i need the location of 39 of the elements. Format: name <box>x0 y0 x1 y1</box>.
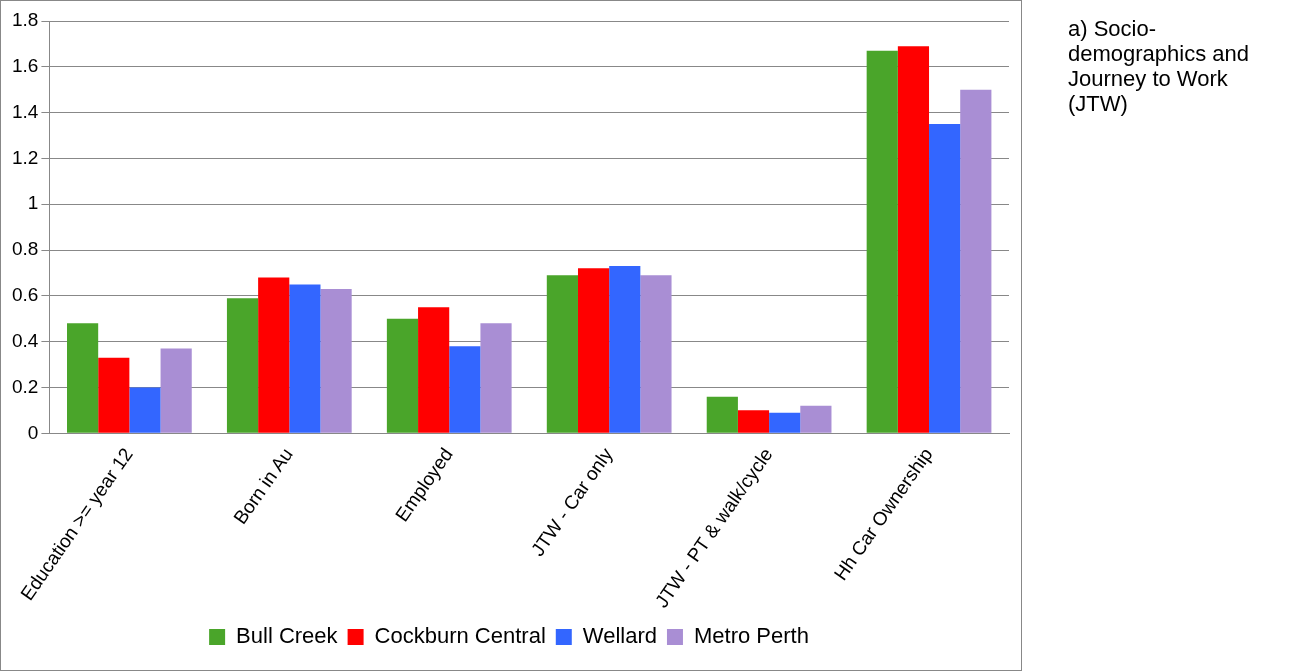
bar <box>226 298 259 433</box>
legend-label: Bull Creek <box>236 623 339 649</box>
bar <box>418 307 450 433</box>
bar <box>897 46 930 433</box>
bar <box>449 346 481 433</box>
bar <box>737 410 770 433</box>
bar <box>609 266 641 433</box>
bar <box>386 318 419 433</box>
y-tick-label: 0.6 <box>11 284 39 306</box>
bar <box>320 288 352 433</box>
bar <box>480 323 512 433</box>
bar <box>546 275 578 433</box>
bar <box>67 323 99 433</box>
bar <box>640 275 672 433</box>
y-tick-label: 1.8 <box>11 9 39 31</box>
bar <box>800 405 832 433</box>
bar <box>258 277 290 433</box>
bar <box>98 357 130 433</box>
y-tick-label: 1.2 <box>11 146 39 168</box>
text: a) Socio-demographics and Journey to Work (JTW) <box>1068 16 1250 116</box>
bar <box>866 50 898 433</box>
y-tick-label: 0.4 <box>11 329 39 351</box>
y-tick-label: 1.6 <box>11 55 39 77</box>
y-tick-label: 0.2 <box>11 375 39 397</box>
y-tick-label: 1.4 <box>11 100 39 122</box>
legend-label: Wellard <box>582 623 657 649</box>
bar <box>960 89 992 433</box>
bar <box>289 284 321 433</box>
bar <box>706 396 738 433</box>
legend-label: Metro Perth <box>693 623 809 649</box>
legend-label: Cockburn Central <box>374 623 546 649</box>
y-tick-label: 0 <box>27 421 39 443</box>
bar <box>769 412 801 433</box>
bar <box>160 348 192 433</box>
bar <box>929 124 961 433</box>
y-tick-label: 0.8 <box>11 238 39 260</box>
bar <box>577 268 610 433</box>
y-tick-label: 1 <box>27 192 39 214</box>
bar <box>129 387 161 433</box>
